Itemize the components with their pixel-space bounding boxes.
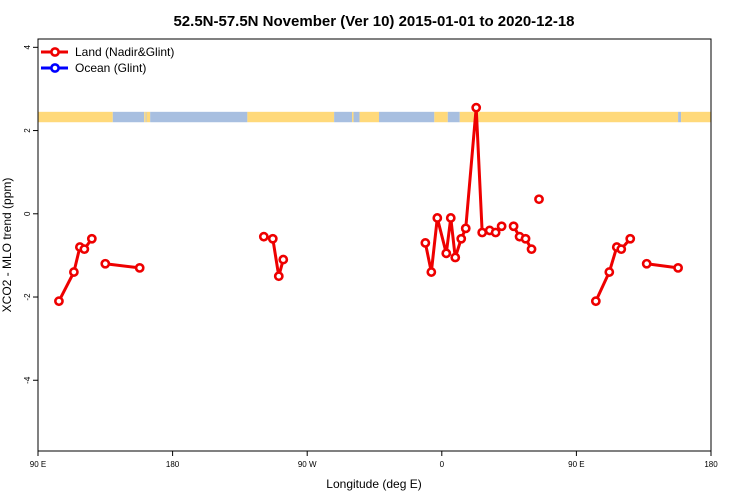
chart-title: 52.5N-57.5N November (Ver 10) 2015-01-01…: [173, 13, 574, 30]
data-point: [673, 262, 683, 273]
data-point: [641, 258, 652, 269]
legend: Land (Nadir&Glint) Ocean (Glint): [41, 45, 174, 75]
data-point: [456, 233, 467, 244]
legend-ocean-label: Ocean (Glint): [75, 61, 146, 75]
strip-land-segment: [38, 111, 113, 123]
strip-land-segment: [146, 111, 151, 123]
series-line: [423, 106, 503, 274]
data-point: [490, 227, 501, 238]
strip-ocean-segment: [678, 111, 682, 123]
data-point: [625, 233, 636, 244]
land-ocean-strip: [38, 111, 711, 123]
y-tick-label: 2: [23, 128, 32, 133]
data-point: [258, 231, 269, 242]
data-point: [508, 221, 519, 232]
x-tick-label: 90 E: [568, 460, 584, 469]
data-point: [86, 233, 97, 244]
data-point: [134, 262, 145, 273]
strip-ocean-segment: [334, 111, 353, 123]
data-point: [520, 233, 531, 244]
data-point: [526, 244, 537, 255]
data-point: [441, 248, 452, 259]
y-tick-label: -4: [23, 376, 32, 384]
series-line: [105, 262, 140, 270]
x-tick-label: 90 E: [30, 460, 46, 469]
legend-land-label: Land (Nadir&Glint): [75, 45, 174, 59]
x-tick-label: 180: [166, 460, 180, 469]
strip-land-segment: [144, 111, 146, 123]
strip-ocean-segment: [145, 111, 147, 123]
data-point: [100, 258, 111, 269]
data-point: [604, 267, 615, 277]
strip-ocean-segment: [447, 111, 460, 123]
strip-ocean-segment: [353, 111, 360, 123]
data-point: [278, 254, 289, 265]
strip-ocean-segment: [112, 111, 145, 123]
data-point: [450, 252, 461, 263]
strip-land-segment: [359, 111, 379, 123]
x-tick-label: 180: [704, 460, 718, 469]
data-point: [79, 244, 90, 255]
strip-land-segment: [434, 111, 448, 123]
data-point: [616, 244, 627, 255]
strip-land-segment: [459, 111, 679, 123]
data-point: [426, 267, 437, 277]
y-axis: 4 2 0 -2 -4: [23, 45, 38, 384]
data-point: [534, 194, 544, 205]
data-point: [496, 221, 507, 232]
data-point: [477, 227, 488, 238]
y-axis-label: XCO2 - MLO trend (ppm): [0, 178, 14, 313]
strip-land-segment: [352, 111, 354, 123]
y-tick-label: 0: [23, 211, 32, 216]
data-point: [460, 223, 471, 234]
series-layer: [54, 102, 683, 307]
legend-ocean-marker: [50, 63, 60, 73]
legend-land-marker: [50, 47, 60, 57]
data-point: [68, 267, 79, 277]
x-tick-label: 90 W: [298, 460, 317, 469]
strip-land-segment: [247, 111, 335, 123]
data-point: [445, 213, 456, 223]
data-point: [432, 213, 443, 223]
x-axis-label: Longitude (deg E): [326, 477, 421, 491]
plot-frame: [37, 38, 712, 452]
strip-land-segment: [681, 111, 711, 123]
data-point: [471, 102, 482, 113]
y-tick-label: -2: [23, 293, 32, 301]
strip-ocean-segment: [150, 111, 248, 123]
series-line: [646, 262, 679, 270]
data-point: [273, 271, 284, 282]
x-tick-label: 0: [440, 460, 445, 469]
data-point: [420, 238, 431, 248]
data-point: [267, 233, 278, 244]
strip-ocean-segment: [378, 111, 435, 123]
data-point: [54, 296, 64, 307]
y-tick-label: 4: [23, 45, 32, 50]
x-axis: 90 E 180 90 W 0 90 E 180: [30, 451, 718, 469]
data-point: [590, 296, 601, 307]
